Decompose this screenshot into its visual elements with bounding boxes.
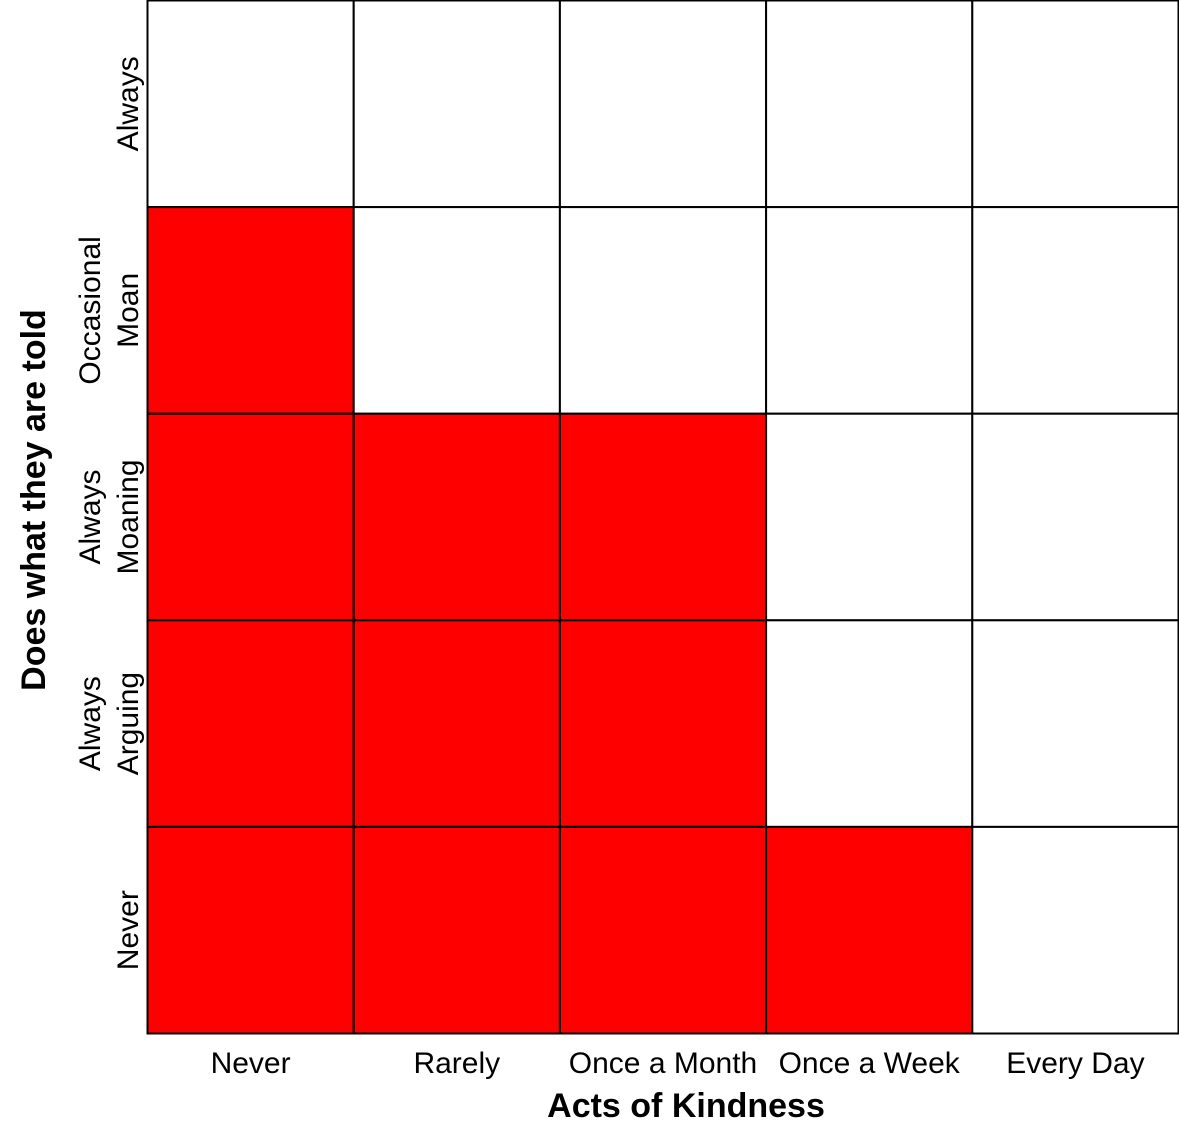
heatmap-cells [146,0,1179,1035]
heatmap-cell [352,619,561,828]
x-tick-label: Once a Week [779,1047,961,1080]
y-tick-label: Always Moaning [74,459,145,574]
heatmap-cell [558,0,768,209]
x-tick-label: Every Day [1006,1047,1144,1080]
x-tick-label: Never [211,1047,291,1080]
heatmap-cell [971,619,1179,828]
x-tick-labels: Never Rarely Once a Month Once a Week Every … [211,1047,1145,1080]
heatmap-cell [558,619,768,828]
heatmap-cell [765,412,974,622]
heatmap-cell [146,825,355,1035]
y-tick-label: Always Arguing [74,672,145,775]
y-tick-labels: Always Occasional Moan Always Moaning Always A… [74,56,145,970]
y-tick-label: Occasional Moan [74,236,145,384]
heatmap-cell [971,206,1179,415]
heatmap-cell [146,206,355,415]
heatmap-cell [352,0,561,209]
x-tick-label: Rarely [413,1047,500,1080]
heatmap-cell [352,412,561,622]
y-tick-label: Always [112,56,145,151]
y-axis-title: Does what they are told [15,309,53,691]
heatmap-cell [765,825,974,1035]
heatmap-cell [765,206,974,415]
heatmap-cell [765,0,974,209]
heatmap-cell [765,619,974,828]
heatmap-cell [971,825,1179,1035]
x-axis-title: Acts of Kindness [547,1087,825,1125]
heatmap-cell [971,0,1179,209]
heatmap-cell [352,206,561,415]
heatmap-cell [558,412,768,622]
heatmap-cell [146,619,355,828]
heatmap-cell [971,412,1179,622]
heatmap-cell [558,206,768,415]
heatmap-cell [146,412,355,622]
heatmap-cell [352,825,561,1035]
y-tick-label: Never [112,890,145,970]
heatmap-cell [146,0,355,209]
x-tick-label: Once a Month [569,1047,757,1080]
heatmap-cell [558,825,768,1035]
